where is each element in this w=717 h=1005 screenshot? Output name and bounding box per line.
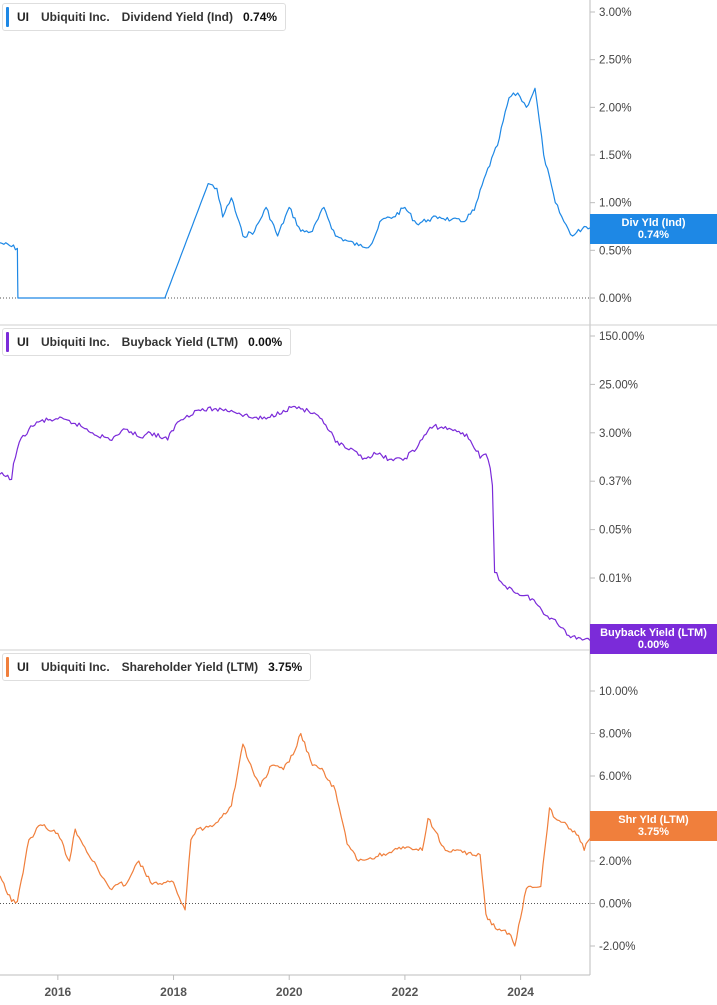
x-tick-label: 2022 <box>392 985 419 999</box>
x-tick-label: 2018 <box>160 985 187 999</box>
y-tick-label: 1.00% <box>599 198 632 210</box>
legend-ticker: UI <box>17 10 29 24</box>
legend-company: Ubiquiti Inc. <box>41 335 110 349</box>
tag-value: 0.00% <box>637 639 670 651</box>
y-tick-label: 2.00% <box>599 856 632 868</box>
value-tag-buyback-yield: Buyback Yield (LTM) 0.00% <box>590 624 717 654</box>
y-tick-label: 2.50% <box>599 55 632 67</box>
y-tick-label: 0.50% <box>599 245 632 257</box>
y-tick-label: 6.00% <box>599 771 632 783</box>
x-tick-label: 2016 <box>44 985 71 999</box>
y-tick-label: -2.00% <box>599 941 635 953</box>
legend-metric: Shareholder Yield (LTM) <box>121 660 259 674</box>
legend-company: Ubiquiti Inc. <box>41 660 110 674</box>
tag-label: Shr Yld (LTM) <box>618 814 689 826</box>
y-tick-label: 0.37% <box>599 476 632 488</box>
series-color-swatch <box>6 7 9 27</box>
y-tick-label: 0.00% <box>599 293 632 305</box>
value-tag-shareholder-yield: Shr Yld (LTM) 3.75% <box>590 811 717 841</box>
y-tick-label: 150.00% <box>599 331 644 343</box>
tag-label: Buyback Yield (LTM) <box>600 627 707 639</box>
legend-buyback-yield: UI Ubiquiti Inc. Buyback Yield (LTM) 0.0… <box>2 328 292 356</box>
y-tick-label: 0.05% <box>599 525 632 537</box>
tag-label: Div Yld (Ind) <box>621 217 686 229</box>
legend-ticker: UI <box>17 660 29 674</box>
tag-value: 0.74% <box>637 229 670 241</box>
series-line <box>0 405 597 641</box>
legend-value: 3.75% <box>268 660 303 674</box>
x-tick-label: 2020 <box>276 985 303 999</box>
legend-metric: Buyback Yield (LTM) <box>121 335 239 349</box>
tag-value: 3.75% <box>637 826 670 838</box>
y-tick-label: 25.00% <box>599 379 638 391</box>
legend-dividend-yield: UI Ubiquiti Inc. Dividend Yield (Ind) 0.… <box>2 3 287 31</box>
legend-value: 0.74% <box>243 10 278 24</box>
value-tag-dividend-yield: Div Yld (Ind) 0.74% <box>590 214 717 244</box>
y-tick-label: 3.00% <box>599 7 632 19</box>
legend-metric: Dividend Yield (Ind) <box>121 10 234 24</box>
y-tick-label: 8.00% <box>599 729 632 741</box>
y-tick-label: 2.00% <box>599 102 632 114</box>
series-color-swatch <box>6 657 9 677</box>
series-line <box>0 732 597 947</box>
y-tick-label: 0.00% <box>599 899 632 911</box>
y-tick-label: 3.00% <box>599 428 632 440</box>
x-tick-label: 2024 <box>507 985 534 999</box>
legend-company: Ubiquiti Inc. <box>41 10 110 24</box>
legend-value: 0.00% <box>248 335 283 349</box>
series-color-swatch <box>6 332 9 352</box>
y-tick-label: 10.00% <box>599 686 638 698</box>
y-tick-label: 1.50% <box>599 150 632 162</box>
series-line <box>0 87 597 299</box>
legend-ticker: UI <box>17 335 29 349</box>
legend-shareholder-yield: UI Ubiquiti Inc. Shareholder Yield (LTM)… <box>2 653 312 681</box>
y-tick-label: 0.01% <box>599 573 632 585</box>
